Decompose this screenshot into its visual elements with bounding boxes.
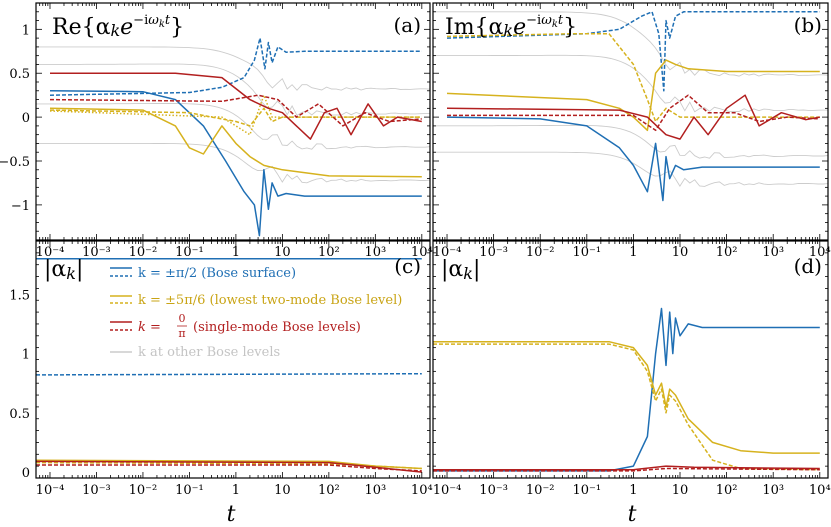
series-line-blue-dashed <box>35 372 422 376</box>
x-tick-label: 10⁻⁴ <box>433 483 462 498</box>
x-tick-label: 10⁻² <box>526 245 555 260</box>
x-tick-label: 10⁻⁴ <box>36 245 65 260</box>
x-tick-label: 10⁻² <box>526 483 555 498</box>
x-tick-label: 10⁴ <box>411 483 433 498</box>
x-tick-label: 10⁻¹ <box>175 483 204 498</box>
legend-label-red: (single-mode Bose levels) <box>193 320 361 335</box>
gray-curve <box>433 11 829 77</box>
y-tick-label: 0 <box>22 466 30 481</box>
y-tick-label: 1.5 <box>9 288 30 303</box>
gray-curve <box>433 54 828 113</box>
panel-b-title: Im{αke−iωkt} <box>445 13 577 40</box>
series-line-gold-dashed <box>446 32 820 123</box>
gray-curve <box>432 124 829 159</box>
x-tick-label: 10³ <box>762 483 784 498</box>
series-line-red-solid <box>446 94 820 140</box>
x-tick-label: 10³ <box>364 245 386 260</box>
x-tick-label: 10² <box>716 245 738 260</box>
y-tick-label: −0.5 <box>0 155 30 170</box>
panel-d-tag: (d) <box>794 254 822 278</box>
legend-frac-num: 0 <box>179 312 186 325</box>
series-line-gold-dashed <box>433 343 820 471</box>
x-tick-label: 10 <box>672 483 689 498</box>
legend: k = ±π/2 (Bose surface) k = ±5π/6 (lowes… <box>110 266 402 360</box>
series-line-red-dashed <box>49 94 422 127</box>
legend-label-gold: k = ±5π/6 (lowest two-mode Bose level) <box>138 293 402 308</box>
x-tick-label: 10³ <box>364 483 386 498</box>
series-line-red-dashed <box>433 467 820 472</box>
panel-frame <box>432 240 829 479</box>
y-tick-label: 1 <box>22 348 30 363</box>
panel-frame <box>35 2 431 241</box>
series-line-blue-solid <box>433 307 820 472</box>
series-line-red-solid <box>433 465 820 471</box>
axes-layer: 10⁻⁴ 10⁻³ 10⁻² 10⁻¹ 1 10 10² 10³ 10⁴−1−0.500.511… <box>0 2 831 498</box>
series-line-gold-solid <box>446 59 820 132</box>
panel-a-title: Re{αke−iωkt} <box>52 13 184 40</box>
x-tick-label: 10 <box>672 245 689 260</box>
panel-c-tag: (c) <box>394 254 421 278</box>
x-tick-label: 10⁴ <box>809 245 831 260</box>
series-line-blue-solid <box>49 90 422 237</box>
y-tick-label: −1 <box>11 199 30 214</box>
panel-c-title: |αk| <box>44 257 83 283</box>
legend-label-blue: k = ±π/2 (Bose surface) <box>138 266 296 281</box>
x-tick-label: 1 <box>629 245 637 260</box>
y-tick-label: 1 <box>22 23 30 38</box>
x-tick-label: 1 <box>232 245 240 260</box>
gray-curve <box>433 151 829 187</box>
y-tick-label: 0.5 <box>9 67 30 82</box>
x-tick-label: 10⁻² <box>129 483 158 498</box>
panel-frame <box>432 2 829 241</box>
x-tick-label: 10⁻⁴ <box>433 245 462 260</box>
x-axis-label-right: t <box>628 502 637 527</box>
x-tick-label: 10⁻³ <box>479 245 508 260</box>
x-tick-label: 10⁻¹ <box>573 483 602 498</box>
gray-curve <box>36 103 431 150</box>
x-tick-label: 1 <box>232 483 240 498</box>
series-line-blue-solid <box>446 116 820 202</box>
series-line-gold-solid <box>49 107 422 178</box>
series-line-blue-dashed <box>446 11 820 92</box>
x-tick-label: 10⁻¹ <box>573 245 602 260</box>
other-bose-level-curves <box>36 11 829 187</box>
series-line-red-dashed <box>447 94 820 132</box>
series-line-red-dashed <box>36 464 422 472</box>
series-line-gold-solid <box>433 340 820 454</box>
series-line-gold-dashed <box>35 461 422 470</box>
gray-curve <box>36 142 431 184</box>
legend-label-gray: k at other Bose levels <box>138 345 280 360</box>
panel-d-title: |αk| <box>441 257 480 283</box>
x-tick-label: 10⁴ <box>809 483 831 498</box>
x-tick-label: 10³ <box>762 245 784 260</box>
legend-label-red-prefix: k = <box>138 320 161 335</box>
panel-b-tag: (b) <box>794 13 822 37</box>
x-tick-label: 10⁻³ <box>479 483 508 498</box>
series-line-red-solid <box>50 72 422 140</box>
panel-a-tag: (a) <box>393 13 421 37</box>
x-tick-label: 10⁻² <box>129 245 158 260</box>
series-line-blue-dashed <box>49 37 422 96</box>
x-tick-label: 10² <box>716 483 738 498</box>
x-tick-label: 10⁻⁴ <box>36 483 65 498</box>
series-layer <box>35 11 820 473</box>
legend-frac-den: π <box>178 327 185 340</box>
series-line-gold-dotted <box>49 94 422 136</box>
x-tick-label: 1 <box>629 483 637 498</box>
x-tick-label: 10 <box>274 483 291 498</box>
x-tick-label: 10⁻³ <box>82 245 111 260</box>
x-axis-label-left: t <box>227 502 236 527</box>
series-line-gold-dashed <box>49 107 422 127</box>
x-tick-label: 10² <box>318 245 340 260</box>
x-tick-label: 10⁻³ <box>82 483 111 498</box>
x-tick-label: 10⁻¹ <box>175 245 204 260</box>
x-tick-label: 10⁴ <box>411 245 433 260</box>
y-tick-label: 0.5 <box>9 407 30 422</box>
x-tick-label: 10 <box>274 245 291 260</box>
y-tick-label: 0 <box>22 111 30 126</box>
x-tick-label: 10² <box>318 483 340 498</box>
gray-curve <box>36 46 431 91</box>
